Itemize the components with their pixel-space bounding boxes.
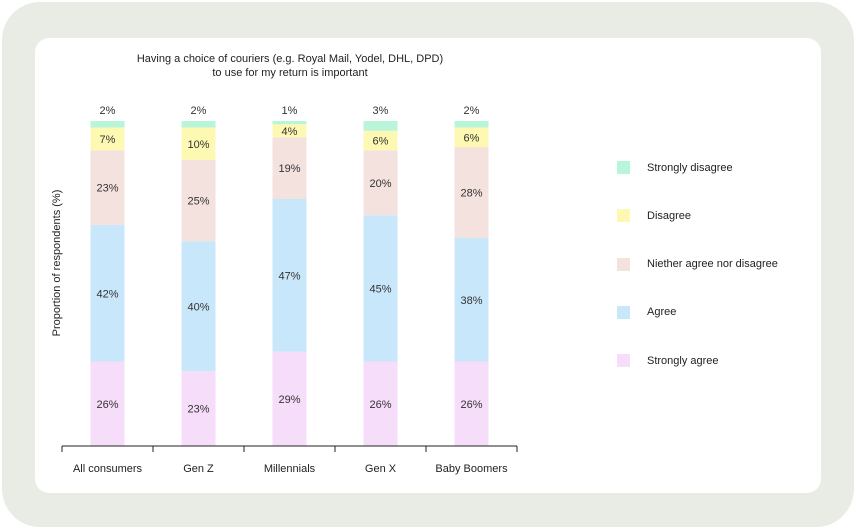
data-label: 10%: [187, 139, 209, 151]
data-label: 2%: [191, 105, 207, 117]
bar-segment: [272, 121, 307, 125]
data-label: 26%: [96, 399, 118, 411]
data-label: 45%: [369, 283, 391, 295]
bar-segment: [454, 147, 489, 238]
data-label: 6%: [373, 136, 389, 148]
legend-item: Strongly agree: [617, 354, 719, 368]
data-label: 4%: [282, 126, 298, 138]
bar-segment: [363, 361, 398, 446]
bar-segment: [90, 127, 125, 151]
data-label: 23%: [187, 404, 209, 416]
bar-segment: [181, 127, 216, 160]
bar-segment: [272, 199, 307, 352]
legend-swatch: [617, 354, 630, 368]
bar-segment: [272, 124, 307, 138]
data-label: 40%: [187, 301, 209, 313]
bar-segment: [90, 150, 125, 225]
data-label: 20%: [369, 178, 391, 190]
data-label: 28%: [460, 188, 482, 200]
data-label: 47%: [278, 270, 300, 282]
legend-label: Agree: [647, 306, 677, 319]
data-label: 29%: [278, 394, 300, 406]
legend-swatch: [617, 305, 630, 319]
bar-segment: [363, 130, 398, 151]
legend-label: Strongly agree: [647, 354, 719, 367]
data-label: 2%: [464, 105, 480, 117]
legend-item: Disagree: [617, 209, 692, 223]
data-label: 42%: [96, 288, 118, 300]
legend-label: Strongly disagree: [647, 161, 733, 174]
bar-segment: [181, 371, 216, 446]
bar-segment: [454, 121, 489, 128]
bar-segment: [363, 150, 398, 216]
data-label: 26%: [369, 399, 391, 411]
legend-item: Niether agree nor disagree: [617, 257, 778, 271]
bar-segment: [90, 121, 125, 128]
x-tick-label: Baby Boomers: [435, 463, 508, 475]
data-label: 2%: [100, 105, 116, 117]
data-label: 26%: [460, 399, 482, 411]
x-tick-label: Gen X: [365, 463, 397, 475]
data-label: 7%: [100, 134, 116, 146]
chart-card: [35, 38, 821, 493]
bar-segment: [181, 121, 216, 128]
legend-swatch: [617, 209, 630, 223]
data-label: 1%: [282, 105, 298, 117]
x-tick-label: Millennials: [264, 463, 316, 475]
chart-title: Having a choice of couriers (e.g. Royal …: [40, 52, 540, 80]
data-label: 23%: [96, 183, 118, 195]
legend-item: Agree: [617, 305, 677, 319]
legend-swatch: [617, 257, 630, 271]
legend-item: Strongly disagree: [617, 161, 733, 174]
x-tick-label: All consumers: [73, 463, 143, 475]
bar-segment: [454, 127, 489, 147]
data-label: 25%: [187, 196, 209, 208]
bar-segment: [363, 215, 398, 362]
bar-segment: [272, 351, 307, 446]
bar-segment: [181, 160, 216, 242]
bar-segment: [272, 137, 307, 199]
data-label: 19%: [278, 163, 300, 175]
bar-segment: [90, 361, 125, 446]
bar-segment: [90, 225, 125, 362]
legend-label: Niether agree nor disagree: [647, 258, 778, 271]
legend-swatch: [617, 161, 630, 174]
bar-segment: [454, 361, 489, 446]
legend-label: Disagree: [647, 209, 692, 222]
bar-segment: [181, 241, 216, 372]
bar-segment: [363, 121, 398, 131]
bar-segment: [454, 238, 489, 362]
data-label: 3%: [373, 105, 389, 117]
data-label: 6%: [464, 132, 480, 144]
chart-title-line-1: Having a choice of couriers (e.g. Royal …: [136, 53, 444, 65]
chart-title-line-2: to use for my return is important: [212, 67, 368, 79]
data-label: 38%: [460, 295, 482, 307]
x-tick-label: Gen Z: [183, 463, 214, 475]
